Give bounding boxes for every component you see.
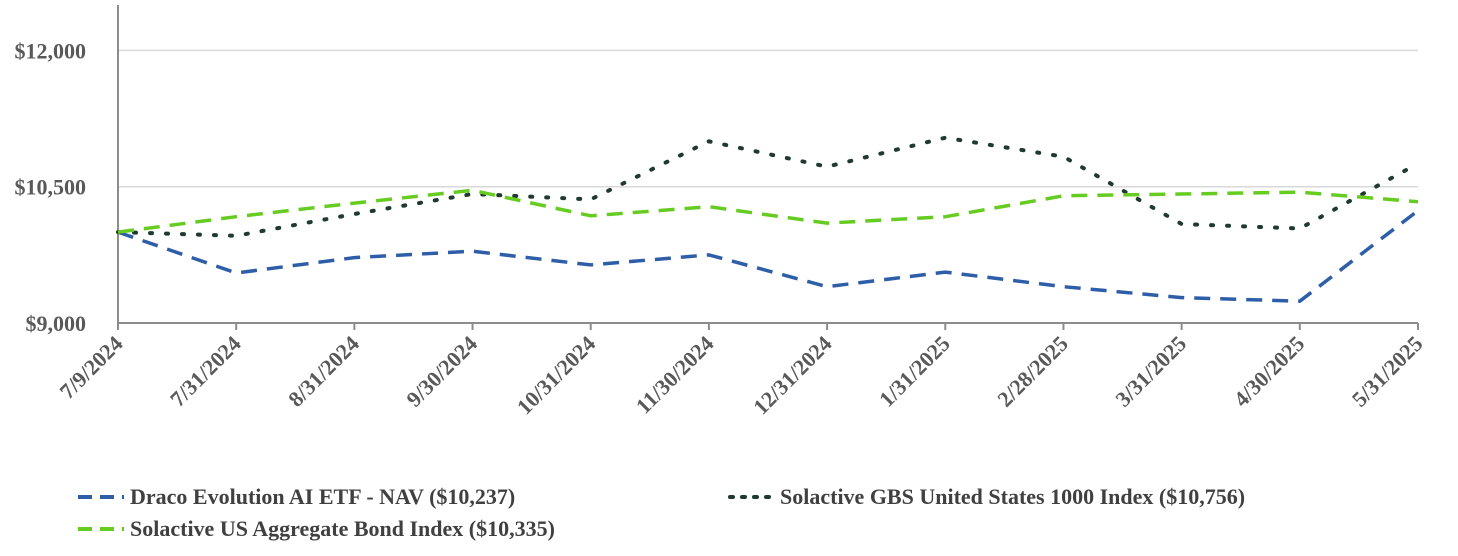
x-tick-label: 5/31/2025 bbox=[1347, 331, 1428, 412]
y-tick-label: $12,000 bbox=[15, 38, 87, 63]
x-tick-label: 1/31/2025 bbox=[874, 331, 955, 412]
y-tick-labels: $9,000 $10,500 $12,000 bbox=[15, 38, 87, 336]
series-line-2 bbox=[117, 188, 1419, 234]
x-tick-label: 2/28/2025 bbox=[992, 331, 1073, 412]
x-tick-labels: 7/9/2024 7/31/2024 8/31/2024 9/30/2024 10/31… bbox=[55, 331, 1428, 420]
x-tick-label: 7/9/2024 bbox=[55, 331, 128, 404]
x-tick-label: 11/30/2024 bbox=[631, 331, 719, 419]
x-tick-label: 9/30/2024 bbox=[401, 331, 482, 412]
y-tick-label: $10,500 bbox=[15, 175, 87, 200]
x-tick-label: 8/31/2024 bbox=[283, 331, 364, 412]
series-lines bbox=[116, 135, 1420, 303]
series-line-0 bbox=[117, 209, 1420, 303]
y-tick-label: $9,000 bbox=[26, 311, 87, 336]
x-tick-label: 7/31/2024 bbox=[165, 331, 246, 412]
x-tick-label: 4/30/2025 bbox=[1229, 331, 1310, 412]
x-tick-label: 10/31/2024 bbox=[512, 331, 601, 420]
x-tick-label: 3/31/2025 bbox=[1110, 331, 1191, 412]
axes bbox=[117, 5, 1419, 330]
grid-lines bbox=[118, 49, 1418, 188]
x-tick-label: 12/31/2024 bbox=[748, 331, 837, 420]
